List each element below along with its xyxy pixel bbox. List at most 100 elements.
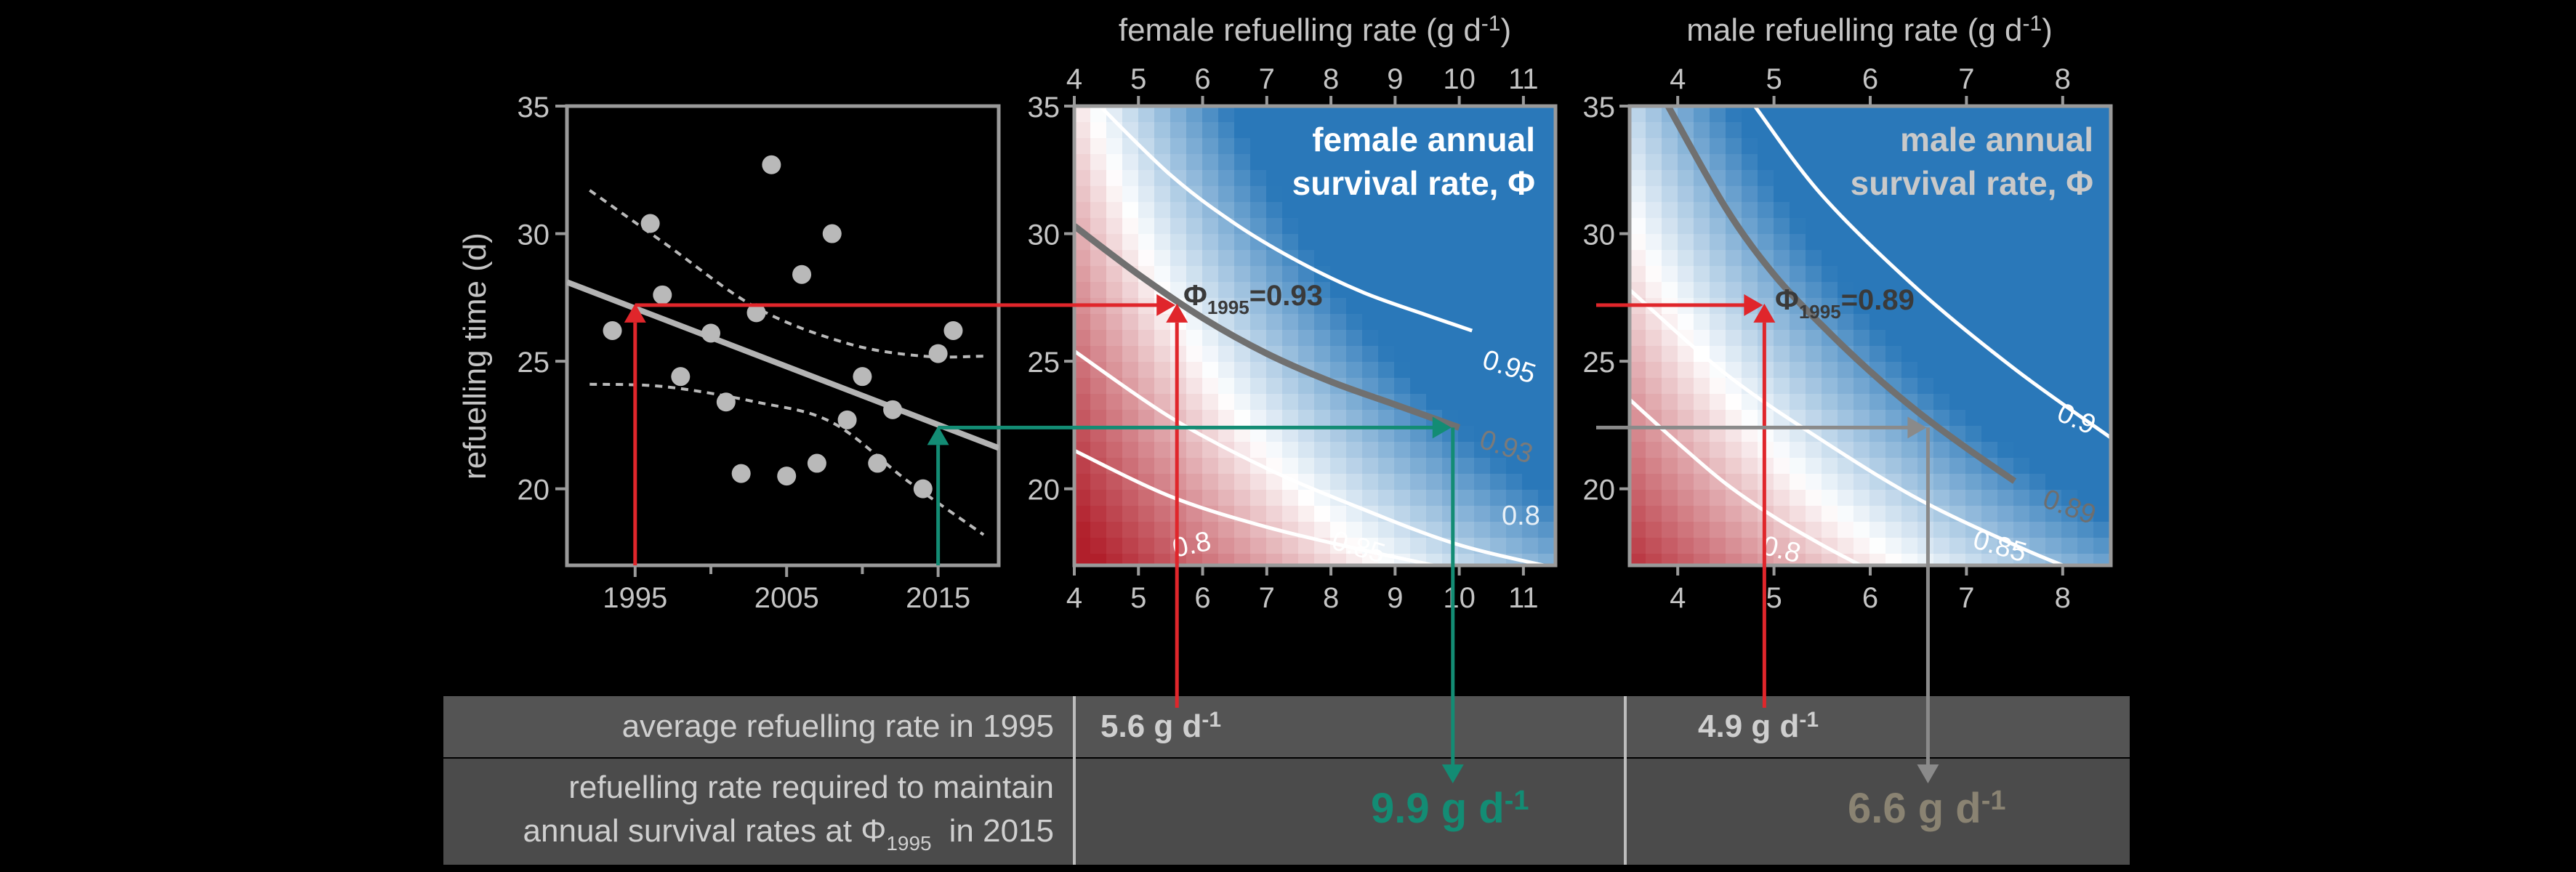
heat-cell xyxy=(1234,122,1251,139)
heat-cell xyxy=(1726,138,1742,155)
heat-cell xyxy=(1250,138,1267,155)
heat-cell xyxy=(1250,394,1267,411)
heat-cell xyxy=(1250,282,1267,299)
heat-cell xyxy=(1981,410,1998,427)
heat-cell xyxy=(1774,186,1790,203)
heat-cell xyxy=(1330,506,1347,522)
heat-cell xyxy=(1090,554,1107,565)
heat-cell xyxy=(1885,538,1902,554)
heat-cell xyxy=(1522,298,1539,315)
heat-cell xyxy=(1838,458,1854,475)
heat-cell xyxy=(1917,330,1934,347)
heat-cell xyxy=(1726,442,1742,459)
heat-cell xyxy=(1630,522,1646,538)
heat-cell xyxy=(1282,538,1299,554)
heat-cell xyxy=(1362,314,1379,331)
heat-cell xyxy=(1074,138,1091,155)
heat-cell xyxy=(1710,346,1726,363)
trend-line xyxy=(567,279,999,451)
heat-cell xyxy=(1965,378,1982,395)
heat-cell xyxy=(2093,442,2110,459)
male-heatmap xyxy=(1630,106,2111,565)
heat-cell xyxy=(1410,282,1427,299)
heat-cell xyxy=(2013,410,2030,427)
heat-cell xyxy=(1965,106,1982,123)
heat-cell xyxy=(1074,506,1091,522)
heat-cell xyxy=(1074,362,1091,379)
heat-cell xyxy=(1997,426,2014,443)
heat-cell xyxy=(1869,330,1886,347)
heat-cell xyxy=(1250,506,1267,522)
heat-cell xyxy=(1506,330,1523,347)
heat-cell xyxy=(1474,506,1491,522)
heat-cell xyxy=(1346,186,1363,203)
heat-cell xyxy=(2045,282,2062,299)
heat-cell xyxy=(1474,282,1491,299)
heat-cell xyxy=(1965,394,1982,411)
heat-cell xyxy=(1710,154,1726,171)
heat-cell xyxy=(1218,458,1235,475)
heat-cell xyxy=(1822,218,1838,235)
heat-cell xyxy=(1538,554,1555,565)
heat-cell xyxy=(1458,170,1475,187)
heat-cell xyxy=(1853,314,1870,331)
heat-cell xyxy=(1901,186,1918,203)
arrow-1995-up-head xyxy=(624,303,646,323)
heat-cell xyxy=(1869,298,1886,315)
heat-cell xyxy=(1346,394,1363,411)
heat-cell xyxy=(2045,234,2062,251)
heat-cell xyxy=(1694,186,1710,203)
heat-cell xyxy=(1981,554,1998,565)
heat-cell xyxy=(1074,394,1091,411)
heat-cell xyxy=(1106,186,1123,203)
heat-cell xyxy=(1154,138,1171,155)
heat-cell xyxy=(2013,554,2030,565)
heat-cell xyxy=(1362,442,1379,459)
heat-cell xyxy=(1917,122,1934,139)
heat-cell xyxy=(1170,170,1187,187)
heat-cell xyxy=(1442,266,1459,283)
male-1995-value: 4.9 g d-1 xyxy=(1698,708,1819,744)
heat-cell xyxy=(1298,410,1315,427)
heat-cell xyxy=(1710,266,1726,283)
heat-cell xyxy=(1122,282,1139,299)
heat-cell xyxy=(1806,554,1822,565)
heat-cell xyxy=(2093,506,2110,522)
heat-cell xyxy=(1186,458,1203,475)
heat-cell xyxy=(1410,314,1427,331)
heat-cell xyxy=(1646,170,1662,187)
heat-cell xyxy=(1122,426,1139,443)
heat-cell xyxy=(1186,138,1203,155)
heat-cell xyxy=(1822,410,1838,427)
heat-cell xyxy=(1774,314,1790,331)
heat-cell xyxy=(1678,186,1694,203)
heat-cell xyxy=(1694,394,1710,411)
heat-cell xyxy=(1981,490,1998,506)
heat-cell xyxy=(1234,170,1251,187)
heat-cell xyxy=(1394,538,1411,554)
heat-cell xyxy=(1506,490,1523,506)
heat-cell xyxy=(1726,506,1742,522)
heat-cell xyxy=(1250,554,1267,565)
heat-cell xyxy=(2029,314,2046,331)
heat-cell xyxy=(1662,250,1678,267)
heat-cell xyxy=(2061,538,2078,554)
heat-cell xyxy=(1869,442,1886,459)
heat-cell xyxy=(1710,506,1726,522)
heat-cell xyxy=(2045,490,2062,506)
heat-cell xyxy=(1266,426,1283,443)
heat-cell xyxy=(1410,426,1427,443)
heat-cell xyxy=(1806,266,1822,283)
heat-cell xyxy=(1981,362,1998,379)
heat-cell xyxy=(2061,138,2078,155)
heat-cell xyxy=(1997,234,2014,251)
male-bottom-tick-label: 6 xyxy=(1862,582,1878,614)
heat-cell xyxy=(1266,186,1283,203)
heat-cell xyxy=(1474,298,1491,315)
heat-cell xyxy=(1630,138,1646,155)
heat-cell xyxy=(1710,458,1726,475)
heat-cell xyxy=(1330,426,1347,443)
heat-cell xyxy=(1490,474,1507,490)
heat-cell xyxy=(1981,538,1998,554)
heat-cell xyxy=(1949,250,1966,267)
